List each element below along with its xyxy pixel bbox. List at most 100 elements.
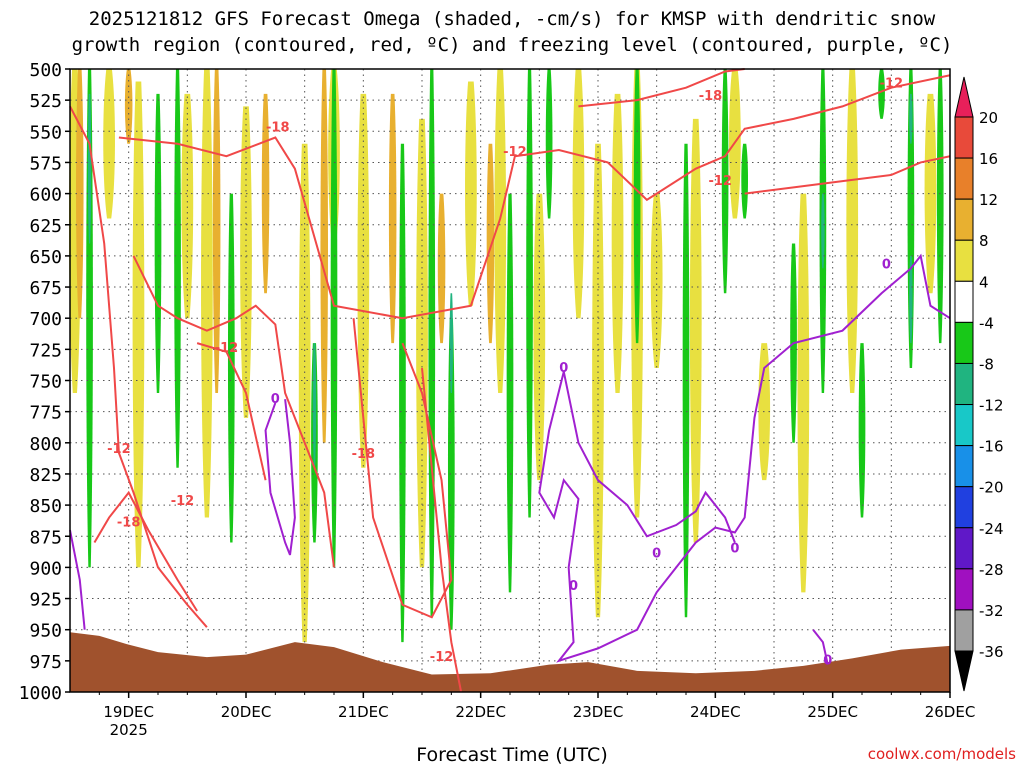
y-tick-label: 850	[29, 496, 62, 517]
omega-band-downward	[507, 194, 514, 593]
colorbar-label: -8	[979, 355, 994, 373]
colorbar-label: -36	[979, 643, 1004, 661]
colorbar-segment	[955, 569, 973, 610]
colorbar-segment	[955, 610, 973, 651]
omega-band-downward	[546, 69, 553, 219]
y-tick-label: 1000	[19, 683, 62, 704]
omega-band-upward-weak	[846, 69, 858, 393]
colorbar-label: 8	[979, 232, 989, 250]
colorbar-segment	[955, 240, 973, 281]
colorbar-segment	[955, 199, 973, 240]
omega-band-upward-strong	[438, 194, 446, 344]
x-tick-label: 21DEC	[338, 703, 389, 721]
y-tick-label: 925	[29, 590, 62, 611]
colorbar-segment	[955, 158, 973, 199]
x-tick-label: 26DEC	[925, 703, 976, 721]
colorbar-label: -16	[979, 438, 1004, 456]
y-tick-label: 700	[29, 309, 62, 330]
dendritic-contour-label: -12	[215, 341, 239, 356]
freezing-contour-label: 0	[730, 541, 739, 556]
colorbar-label: 4	[979, 273, 989, 291]
colorbar-label: -4	[979, 314, 994, 332]
dendritic-contour-label: -18	[117, 515, 141, 530]
freezing-contour-label: 0	[823, 654, 832, 669]
x-tick-label: 25DEC	[807, 703, 858, 721]
omega-band-downward-strong	[313, 343, 316, 468]
y-tick-label: 875	[29, 527, 62, 548]
colorbar-segment	[955, 117, 973, 158]
y-tick-label: 950	[29, 621, 62, 642]
y-tick-label: 825	[29, 465, 62, 486]
colorbar-segment	[955, 528, 973, 569]
colorbar-label: -32	[979, 602, 1004, 620]
y-tick-label: 975	[29, 652, 62, 673]
colorbar-bottom-arrow	[955, 651, 973, 691]
y-tick-label: 625	[29, 216, 62, 237]
y-tick-label: 775	[29, 403, 62, 424]
omega-band-downward	[428, 69, 435, 617]
y-tick-label: 600	[29, 185, 62, 206]
dendritic-contour-label: -18	[266, 120, 290, 135]
omega-band-upward-weak	[651, 194, 663, 368]
x-tick-label: 22DEC	[455, 703, 506, 721]
colorbar-segment	[955, 363, 973, 404]
y-tick-label: 575	[29, 153, 62, 174]
y-tick-label: 800	[29, 434, 62, 455]
freezing-contour-label: 0	[882, 257, 891, 272]
omega-band-upward-weak	[690, 119, 702, 543]
omega-band-downward-strong	[909, 94, 912, 144]
omega-band-downward	[174, 69, 181, 468]
omega-band-upward-weak	[416, 119, 428, 568]
y-tick-label: 550	[29, 122, 62, 143]
x-year-label: 2025	[110, 721, 148, 739]
credit-text: coolwx.com/models	[868, 745, 1016, 763]
x-tick-label: 24DEC	[690, 703, 741, 721]
dendritic-contour-label: -18	[352, 447, 376, 462]
omega-band-upward-strong	[487, 144, 495, 343]
y-tick-label: 725	[29, 340, 62, 361]
omega-band-downward	[937, 69, 944, 343]
omega-band-upward-weak	[103, 69, 115, 219]
colorbar-label: 20	[979, 109, 998, 127]
colorbar-label: -24	[979, 520, 1004, 538]
freezing-contour-label: 0	[559, 361, 568, 376]
colorbar-segment	[955, 322, 973, 363]
y-tick-label: 900	[29, 558, 62, 579]
y-tick-label: 750	[29, 372, 62, 393]
dendritic-contour-label: -12	[880, 77, 904, 92]
dendritic-contour-label: -12	[107, 442, 131, 457]
freezing-contour-label: 0	[569, 579, 578, 594]
omega-band-upward-weak	[797, 194, 809, 593]
omega-band-downward	[741, 144, 748, 219]
dendritic-contour-label: -12	[171, 494, 195, 509]
colorbar-label: -28	[979, 561, 1004, 579]
dendritic-contour-label: -18	[699, 89, 723, 104]
dendritic-contour-label: -12	[430, 650, 454, 665]
omega-band-upward-weak	[201, 69, 213, 518]
omega-band-downward-strong	[88, 94, 91, 244]
colorbar-label: 12	[979, 191, 998, 209]
colorbar-segment	[955, 446, 973, 487]
y-tick-label: 525	[29, 91, 62, 112]
omega-time-height-chart: -18 -12 -18 -12 -12 -18 -12 -12 -18 -12 -12 0 0 0 0 0 0…	[0, 0, 1024, 768]
omega-band-upward-weak	[612, 94, 624, 393]
freezing-contour-label: 0	[652, 546, 661, 561]
omega-band-upward-weak	[533, 194, 545, 481]
x-tick-label: 20DEC	[221, 703, 272, 721]
colorbar-segment	[955, 281, 973, 322]
colorbar-segment	[955, 487, 973, 528]
y-tick-label: 650	[29, 247, 62, 268]
colorbar-segment	[955, 405, 973, 446]
omega-band-downward	[155, 94, 162, 393]
dendritic-contour-label: -12	[503, 145, 527, 160]
colorbar-top-arrow	[955, 77, 973, 117]
dendritic-contour-label: -12	[708, 174, 732, 189]
colorbar-label: 16	[979, 150, 998, 168]
colorbar-label: -20	[979, 479, 1004, 497]
omega-band-downward	[859, 343, 866, 517]
omega-band-downward-strong	[821, 194, 824, 269]
y-tick-label: 675	[29, 278, 62, 299]
x-tick-label: 23DEC	[573, 703, 624, 721]
freezing-contour-label: 0	[271, 392, 280, 407]
x-tick-label: 19DEC	[103, 703, 154, 721]
